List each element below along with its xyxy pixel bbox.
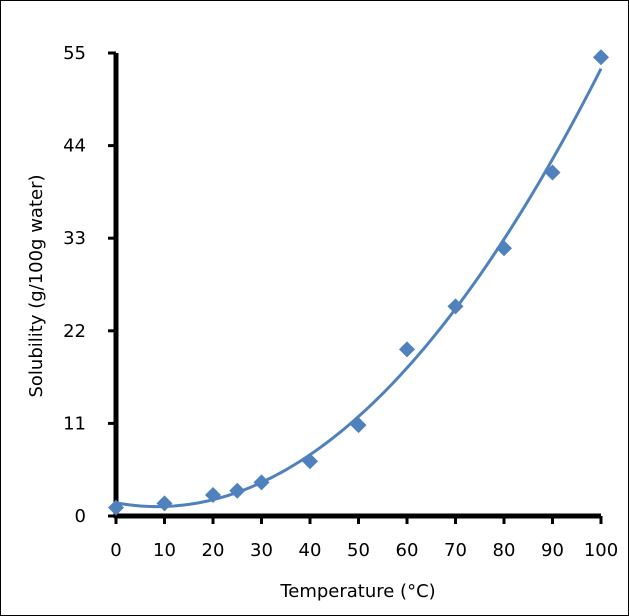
x-tick-label: 50 [347, 540, 370, 561]
x-tick-label: 0 [110, 540, 121, 561]
data-point [229, 482, 246, 499]
data-point [205, 486, 221, 503]
data-point [156, 495, 173, 512]
y-tick-label: 55 [63, 43, 86, 64]
x-tick-label: 80 [493, 540, 516, 561]
x-tick-label: 100 [584, 540, 618, 561]
data-point [544, 164, 561, 181]
ticks: 0 11 22 33 44 55 0 10 20 30 40 50 60 70 80 90 100 [63, 43, 618, 561]
data-point [302, 453, 318, 470]
x-tick-label: 30 [250, 540, 273, 561]
data-points [108, 49, 609, 516]
data-point [350, 417, 367, 434]
x-tick-label: 90 [541, 540, 564, 561]
y-tick-label: 0 [75, 506, 86, 527]
y-tick-label: 44 [63, 136, 86, 157]
data-point [253, 474, 270, 491]
x-tick-label: 70 [444, 540, 467, 561]
x-tick-label: 40 [299, 540, 322, 561]
x-tick-label: 10 [153, 540, 176, 561]
y-tick-label: 33 [63, 228, 86, 249]
y-tick-label: 22 [63, 321, 86, 342]
trendline [115, 68, 603, 509]
data-point [593, 49, 609, 66]
data-point [496, 240, 512, 257]
data-point [108, 499, 124, 516]
y-axis-title: Solubility (g/100g water) [26, 174, 47, 397]
x-tick-label: 60 [396, 540, 419, 561]
axes [113, 53, 601, 519]
trendline-layer [115, 68, 603, 509]
y-tick-label: 11 [63, 413, 86, 434]
data-point [447, 298, 464, 315]
data-point [399, 341, 415, 358]
x-tick-label: 20 [202, 540, 225, 561]
x-axis-title: Temperature (°C) [279, 581, 435, 602]
